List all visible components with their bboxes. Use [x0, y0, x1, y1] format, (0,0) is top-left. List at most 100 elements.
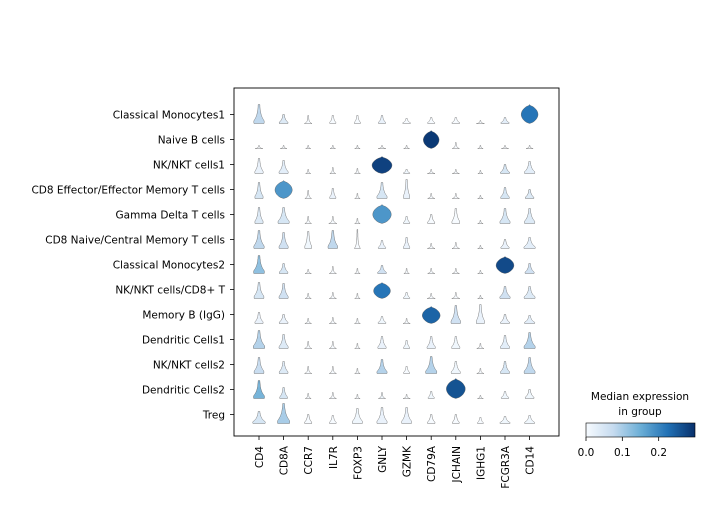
violin: Dendritic Cells2 / IGHG1: 0	[477, 395, 484, 399]
violin: Treg / FOXP3: 0.01	[352, 408, 363, 424]
violin: Classical Monocytes2 / CD8A: 0.05	[279, 263, 289, 274]
violin: Dendritic Cells1 / JCHAIN: 0.01	[451, 336, 461, 349]
violin: Dendritic Cells2 / CD4: 0.14	[253, 380, 265, 399]
group-label: Classical Monocytes1	[113, 110, 225, 122]
violin: Classical Monocytes1 / CD4: 0.08	[253, 104, 265, 124]
violin: NK/NKT cells/CD8+ T / FOXP3: 0	[354, 293, 361, 299]
violin: NK/NKT cells1 / JCHAIN: 0	[452, 169, 460, 174]
violin: Treg / GNLY: 0.02	[376, 407, 388, 424]
violin: Memory B (IgG) / CD14: 0.03	[524, 315, 535, 324]
violin: CD8 Effector/Effector Memory T cells / C…	[304, 190, 313, 199]
violin: Dendritic Cells2 / IL7R: 0	[329, 392, 337, 399]
violin: Treg / CD8A: 0.1	[277, 403, 290, 424]
violin: Gamma Delta T cells / CD14: 0.04	[524, 208, 535, 224]
group-label: NK/NKT cells2	[153, 360, 225, 372]
violin: Dendritic Cells1 / FOXP3: 0	[354, 343, 361, 349]
violin: Classical Monocytes1 / GNLY: 0.02	[378, 115, 386, 124]
violin: Dendritic Cells1 / IL7R: 0	[328, 341, 337, 349]
violin: NK/NKT cells/CD8+ T / JCHAIN: 0	[451, 292, 460, 299]
violin: Dendritic Cells1 / IGHG1: 0	[476, 343, 484, 349]
violin: Naive B cells / IL7R: 0	[330, 145, 336, 149]
violin: CD8 Naive/Central Memory T cells / GZMK:…	[403, 237, 410, 249]
violin: NK/NKT cells/CD8+ T / CD4: 0.05	[253, 282, 265, 299]
violin: Classical Monocytes2 / CD79A: 0	[427, 268, 435, 274]
violin: Dendritic Cells2 / CD14: 0.01	[525, 389, 535, 399]
violin: NK/NKT cells/CD8+ T / CD8A: 0.06	[278, 283, 289, 299]
violin: Naive B cells / CCR7: 0	[305, 145, 311, 149]
violin: Classical Monocytes1 / CD14: 0.22	[521, 104, 539, 124]
violin: Dendritic Cells1 / CD79A: 0.02	[426, 336, 436, 349]
violin: Naive B cells / CD14: 0	[526, 145, 534, 149]
violin: CD8 Effector/Effector Memory T cells / I…	[329, 188, 337, 199]
violin: CD8 Effector/Effector Memory T cells / C…	[427, 193, 435, 199]
group-label: Treg	[202, 410, 225, 422]
violin: Classical Monocytes1 / CD79A: 0	[427, 117, 435, 124]
group-label: CD8 Effector/Effector Memory T cells	[31, 185, 225, 197]
violin: CD8 Effector/Effector Memory T cells / G…	[403, 179, 410, 199]
violin: Treg / CD4: 0.05	[252, 411, 266, 424]
violin: Treg / JCHAIN: 0	[452, 414, 460, 424]
colorbar-title-line1: Median expression	[591, 391, 689, 403]
violin: Gamma Delta T cells / IGHG1: 0	[477, 220, 484, 224]
violin: Classical Monocytes1 / FOXP3: 0	[354, 115, 361, 124]
violin: NK/NKT cells1 / FCGR3A: 0.05	[500, 164, 510, 174]
violin: Dendritic Cells1 / GZMK: 0.01	[403, 340, 410, 349]
gene-label: CD14	[525, 446, 537, 475]
violin: NK/NKT cells/CD8+ T / CD14: 0.04	[523, 286, 536, 299]
violin: Dendritic Cells1 / GNLY: 0.02	[377, 336, 387, 349]
violin: Naive B cells / GZMK: 0	[403, 145, 410, 149]
violin: Memory B (IgG) / FCGR3A: 0.02	[500, 314, 510, 324]
gene-label: CCR7	[303, 446, 315, 475]
violin: CD8 Naive/Central Memory T cells / CCR7:…	[304, 231, 312, 249]
violin: Classical Monocytes2 / GNLY: 0.06	[377, 265, 387, 274]
group-label: NK/NKT cells1	[153, 160, 225, 172]
gene-label: GNLY	[377, 445, 389, 472]
violin: Naive B cells / FCGR3A: 0	[501, 145, 509, 149]
violin: Dendritic Cells1 / CD4: 0.09	[253, 330, 265, 349]
violin: NK/NKT cells1 / CD14: 0.03	[524, 161, 535, 174]
violin: NK/NKT cells2 / CD14: 0.08	[523, 357, 536, 374]
violin: NK/NKT cells2 / IGHG1: 0	[476, 368, 484, 374]
violin: Naive B cells / FOXP3: 0	[354, 145, 361, 149]
violin: Naive B cells / CD4: 0	[255, 145, 263, 149]
violin: Classical Monocytes1 / CD8A: 0.04	[279, 114, 289, 124]
violin: Gamma Delta T cells / IL7R: 0	[328, 216, 337, 224]
violin: CD8 Naive/Central Memory T cells / IGHG1…	[477, 245, 484, 249]
violin: Gamma Delta T cells / CD79A: 0	[427, 214, 435, 224]
group-label: Memory B (IgG)	[142, 310, 225, 322]
violin: NK/NKT cells1 / FOXP3: 0	[354, 168, 361, 174]
violin: Memory B (IgG) / IL7R: 0	[329, 317, 337, 324]
violin: CD8 Effector/Effector Memory T cells / J…	[452, 193, 460, 199]
violin: NK/NKT cells/CD8+ T / CCR7: 0	[305, 293, 312, 299]
gene-label: CD4	[254, 446, 266, 468]
violin: Dendritic Cells2 / GZMK: 0	[403, 394, 411, 399]
violin: NK/NKT cells/CD8+ T / GNLY: 0.22	[373, 282, 391, 299]
gene-label: JCHAIN	[451, 446, 463, 483]
violin: NK/NKT cells2 / GNLY: 0.09	[376, 359, 388, 374]
violin: NK/NKT cells/CD8+ T / IL7R: 0	[329, 292, 337, 299]
violin: CD8 Naive/Central Memory T cells / CD14:…	[523, 237, 536, 249]
violin: Dendritic Cells2 / GNLY: 0.01	[378, 392, 386, 399]
violin: Classical Monocytes2 / IL7R: 0	[328, 266, 337, 274]
group-labels: Classical Monocytes1 Naive B cells NK/NKT …	[31, 110, 234, 422]
violin: Classical Monocytes2 / CD4: 0.12	[253, 255, 265, 274]
gene-labels: CD4 CD8A CCR7 IL7R FOXP3 GNLY GZMK CD79A JCHAIN I…	[254, 436, 537, 489]
violin: CD8 Naive/Central Memory T cells / CD8A:…	[278, 232, 289, 249]
violin: Classical Monocytes2 / FCGR3A: 0.27	[495, 256, 515, 274]
violin: NK/NKT cells1 / IL7R: 0	[329, 167, 336, 174]
violin: Gamma Delta T cells / CD4: 0.04	[254, 207, 264, 224]
violin: CD8 Naive/Central Memory T cells / FCGR3…	[500, 239, 510, 249]
colorbar-tick-label: 0.2	[650, 447, 667, 459]
group-label: Dendritic Cells1	[142, 335, 225, 347]
colorbar-gradient	[585, 422, 696, 438]
violin: CD8 Effector/Effector Memory T cells / F…	[500, 187, 510, 199]
gene-label: CD79A	[426, 445, 438, 482]
violin: Memory B (IgG) / CD79A: 0.24	[422, 306, 441, 324]
colorbar-title-line2: in group	[618, 406, 662, 418]
violin: NK/NKT cells1 / GNLY: 0.28	[371, 156, 393, 174]
group-label: Gamma Delta T cells	[116, 210, 225, 222]
colorbar: Median expression in group 0.0 0.1 0.2	[578, 391, 696, 459]
violin: CD8 Effector/Effector Memory T cells / C…	[274, 180, 293, 199]
violin: Treg / GZMK: 0.02	[401, 407, 412, 424]
